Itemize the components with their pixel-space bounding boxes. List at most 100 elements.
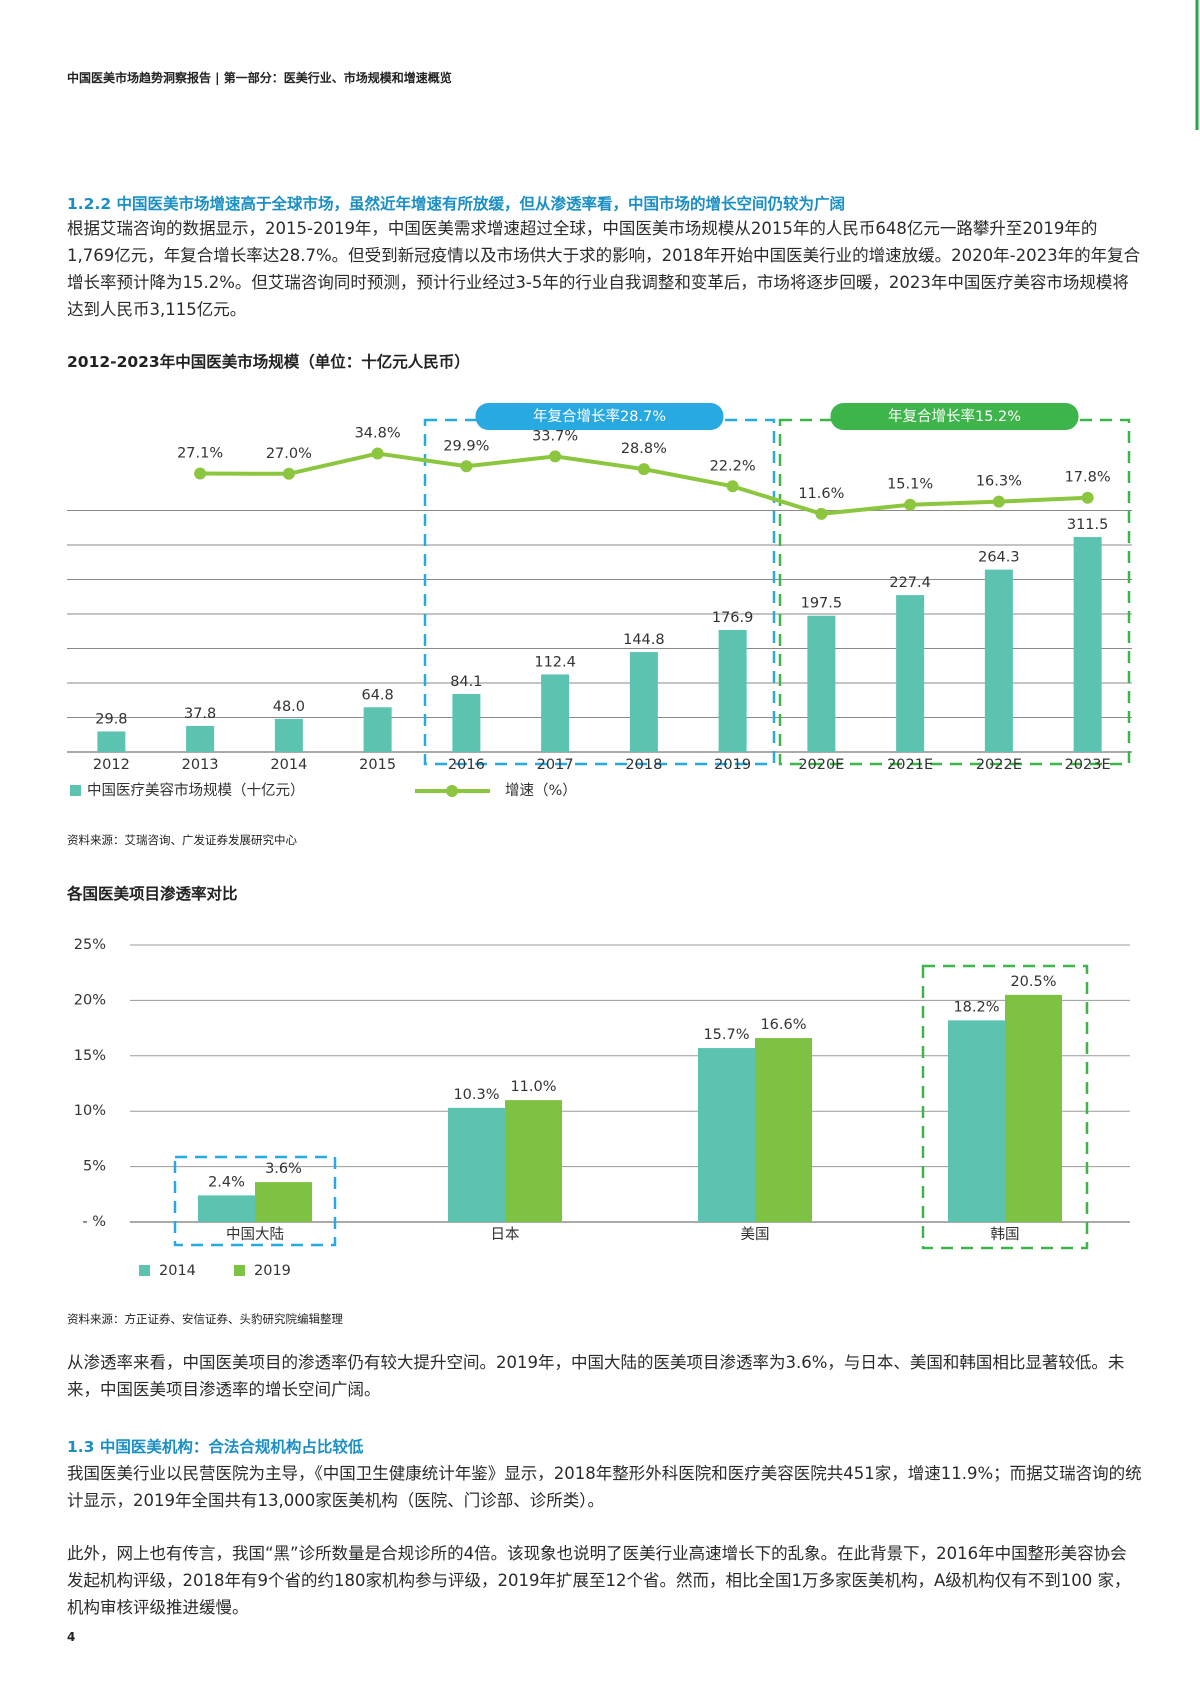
- x-tick-label: 2014: [270, 757, 307, 773]
- line-point: [371, 447, 384, 460]
- data-label: 22.2%: [710, 458, 756, 474]
- x-tick-label: 中国大陆: [226, 1226, 284, 1243]
- paragraph: 根据艾瑞咨询的数据显示，2015-2019年，中国医美需求增速超过全球，中国医美…: [67, 219, 1141, 319]
- x-tick-label: 美国: [741, 1226, 770, 1243]
- data-label: 27.0%: [266, 446, 312, 462]
- data-label: 10.3%: [453, 1087, 499, 1103]
- data-label: 17.8%: [1065, 470, 1111, 486]
- line-point: [904, 498, 917, 511]
- y-tick-label: 25%: [74, 937, 106, 953]
- data-label: 264.3: [978, 550, 1020, 566]
- bar: [363, 707, 392, 752]
- bar: [541, 674, 570, 752]
- data-label: 176.9: [712, 610, 754, 626]
- bar: [718, 629, 747, 752]
- data-label: 28.8%: [621, 441, 667, 457]
- line: [200, 451, 1088, 516]
- data-label: 197.5: [801, 596, 843, 612]
- x-tick-label: 2012: [93, 757, 130, 773]
- bar: [755, 1038, 812, 1222]
- y-tick-label: 20%: [74, 992, 106, 1008]
- annotation-pill: [475, 403, 724, 430]
- y-tick-label: 5%: [83, 1159, 106, 1175]
- highlight-box: [173, 1155, 337, 1247]
- data-label: 48.0: [273, 699, 305, 715]
- data-label: 29.9%: [443, 438, 489, 454]
- line-point: [282, 467, 295, 480]
- bar: [274, 718, 303, 752]
- section-heading: 1.2.2 中国医美市场增速高于全球市场，虽然近年增速有所放缓，但从渗透率看，中…: [67, 195, 846, 213]
- legend-label: 增速（%）: [505, 782, 577, 799]
- chart-source: 资料来源：艾瑞咨询、广发证券发展研究中心: [67, 833, 297, 847]
- line-point: [549, 450, 562, 463]
- bar: [255, 1182, 312, 1222]
- annotation-pill: [830, 403, 1079, 430]
- data-label: 16.6%: [760, 1017, 806, 1033]
- chart-title: 各国医美项目渗透率对比: [67, 885, 238, 903]
- page-number: 4: [67, 1630, 76, 1644]
- x-tick-label: 2020E: [798, 757, 844, 773]
- highlight-box: [778, 418, 1131, 766]
- x-tick-label: 2018: [625, 757, 662, 773]
- x-tick-label: 2013: [182, 757, 219, 773]
- legend-swatch: [139, 1265, 150, 1276]
- data-label: 15.1%: [887, 477, 933, 493]
- y-tick-label: 10%: [74, 1103, 106, 1119]
- line-point: [637, 463, 650, 476]
- paragraph: 我国医美行业以民营医院为主导，《中国卫生健康统计年鉴》显示，2018年整形外科医…: [67, 1464, 1142, 1510]
- chart-title: 2012-2023年中国医美市场规模（单位：十亿元人民币）: [67, 353, 470, 371]
- legend-label: 2014: [159, 1263, 196, 1279]
- data-label: 16.3%: [976, 474, 1022, 490]
- data-label: 144.8: [623, 632, 665, 648]
- x-tick-label: 韩国: [991, 1226, 1020, 1243]
- bar: [984, 569, 1013, 752]
- section-heading: 1.3 中国医美机构：合法合规机构占比较低: [67, 1438, 364, 1456]
- x-tick-label: 2019: [714, 757, 751, 773]
- y-tick-label: - %: [82, 1214, 106, 1230]
- line-point: [815, 507, 828, 520]
- bar: [1005, 994, 1062, 1222]
- data-label: 11.6%: [798, 486, 844, 502]
- line-point: [726, 480, 739, 493]
- chart-source: 资料来源：方正证券、安信证券、头豹研究院编辑整理: [67, 1312, 343, 1326]
- bar: [198, 1195, 255, 1222]
- bar: [629, 652, 658, 752]
- legend-swatch: [234, 1265, 245, 1276]
- data-label: 11.0%: [510, 1079, 556, 1095]
- bar: [807, 615, 836, 752]
- line-point: [460, 460, 473, 473]
- bar: [186, 725, 215, 752]
- bar: [1073, 537, 1102, 752]
- bar: [698, 1048, 755, 1222]
- bar: [452, 693, 481, 752]
- highlight-box: [423, 418, 776, 766]
- paragraph: 此外，网上也有传言，我国“黑”诊所数量是合规诊所的4倍。该现象也说明了医美行业高…: [67, 1544, 1131, 1617]
- line-point: [194, 467, 207, 480]
- x-tick-label: 2017: [537, 757, 574, 773]
- bar: [97, 731, 126, 752]
- annotation: 年复合增长率28.7%: [533, 407, 666, 425]
- bar: [896, 595, 925, 752]
- data-label: 34.8%: [355, 426, 401, 442]
- x-tick-label: 日本: [491, 1226, 520, 1243]
- data-label: 33.7%: [532, 428, 578, 444]
- line-point: [992, 495, 1005, 508]
- data-label: 20.5%: [1010, 974, 1056, 990]
- data-label: 227.4: [889, 575, 931, 591]
- data-label: 311.5: [1067, 517, 1109, 533]
- data-label: 29.8: [95, 711, 127, 727]
- line-point: [1081, 491, 1094, 504]
- highlight-box: [921, 964, 1089, 1250]
- data-label: 112.4: [534, 654, 576, 670]
- data-label: 37.8: [184, 706, 216, 722]
- data-label: 64.8: [361, 687, 393, 703]
- y-tick-label: 15%: [74, 1048, 106, 1064]
- legend-swatch: [446, 785, 458, 797]
- header: 中国医美市场趋势洞察报告 | 第一部分：医美行业、市场规模和增速概览: [67, 71, 452, 85]
- paragraph: 从渗透率来看，中国医美项目的渗透率仍有较大提升空间。2019年，中国大陆的医美项…: [67, 1353, 1125, 1399]
- data-label: 3.6%: [265, 1161, 302, 1177]
- legend-label: 2019: [254, 1263, 291, 1279]
- x-tick-label: 2023E: [1065, 757, 1111, 773]
- x-tick-label: 2016: [448, 757, 485, 773]
